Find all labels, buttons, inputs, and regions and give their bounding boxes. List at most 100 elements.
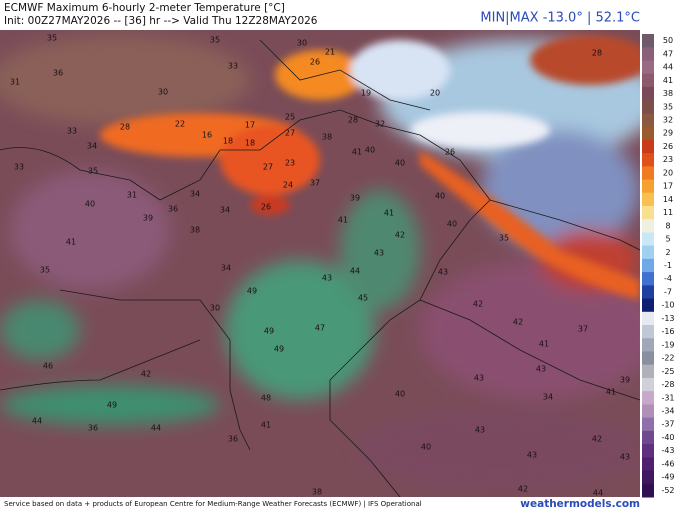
colorbar-label: -52 (661, 486, 674, 495)
colorbar-label: -31 (661, 393, 674, 402)
map-label: 40 (447, 220, 457, 229)
map-label: 38 (190, 226, 200, 235)
colorbar-swatch (642, 86, 654, 101)
colorbar-swatch (642, 232, 654, 247)
map-label: 27 (263, 163, 273, 172)
colorbar-label: -7 (664, 287, 672, 296)
map-label: 35 (88, 167, 98, 176)
colorbar-swatch (642, 483, 654, 498)
map-label: 43 (536, 365, 546, 374)
colorbar-label: 17 (663, 182, 673, 191)
map-label: 40 (85, 200, 95, 209)
map-label: 34 (221, 264, 231, 273)
map-label: 40 (395, 159, 405, 168)
map-label: 49 (274, 345, 284, 354)
map-label: 39 (143, 214, 153, 223)
map-label: 40 (421, 443, 431, 452)
map-label: 43 (475, 426, 485, 435)
colorbar-label: 44 (663, 63, 673, 72)
map-label: 41 (66, 238, 76, 247)
map-label: 35 (499, 234, 509, 243)
map-label: 16 (202, 131, 212, 140)
map-label: 27 (285, 129, 295, 138)
map-label: 41 (384, 209, 394, 218)
map-label: 25 (285, 113, 295, 122)
map-label: 26 (261, 203, 271, 212)
map-label: 43 (527, 451, 537, 460)
map-label: 44 (350, 267, 360, 276)
map-label: 42 (513, 318, 523, 327)
colorbar-swatch (642, 364, 654, 379)
colorbar-label: 20 (663, 168, 673, 177)
map-label: 35 (40, 266, 50, 275)
map-label: 36 (88, 424, 98, 433)
map-label: 36 (53, 69, 63, 78)
map-label: 22 (175, 120, 185, 129)
map-label: 37 (310, 179, 320, 188)
map-label: 33 (14, 163, 24, 172)
colorbar-label: 47 (663, 49, 673, 58)
colorbar-label: -49 (661, 473, 674, 482)
map-label: 42 (518, 485, 528, 494)
map-label: 42 (395, 231, 405, 240)
colorbar-label: 8 (665, 221, 670, 230)
colorbar-label: 5 (665, 235, 670, 244)
map-label: 46 (43, 362, 53, 371)
map-label: 19 (361, 89, 371, 98)
map-label: 39 (620, 376, 630, 385)
map-label: 49 (247, 287, 257, 296)
map-label: 41 (539, 340, 549, 349)
map-label: 31 (10, 78, 20, 87)
map-label: 33 (228, 62, 238, 71)
colorbar-label: -34 (661, 407, 674, 416)
colorbar-label: 41 (663, 76, 673, 85)
colorbar-swatch (642, 47, 654, 61)
map-label: 34 (543, 393, 553, 402)
map-label: 28 (120, 123, 130, 132)
colorbar-swatch (642, 272, 654, 286)
map-label: 34 (190, 190, 200, 199)
colorbar-label: 14 (663, 195, 673, 204)
map-label: 32 (375, 120, 385, 129)
subtitle: Init: 00Z27MAY2026 -- [36] hr --> Valid … (4, 15, 318, 27)
map: 35 35 30 21 28 31 33 36 30 26 20 19 28 22 33 16 17 25 27 28… (0, 30, 640, 497)
colorbar-swatch (642, 100, 654, 114)
colorbar-label: -16 (661, 327, 674, 336)
map-label: 43 (620, 453, 630, 462)
colorbar-swatch (642, 311, 654, 326)
colorbar-swatch (642, 73, 654, 88)
map-label: 43 (474, 374, 484, 383)
colorbar-label: -37 (661, 420, 674, 429)
colorbar-label: 32 (663, 115, 673, 124)
colorbar-swatch (642, 404, 654, 419)
site: weathermodels.com (520, 498, 640, 510)
map-label: 34 (87, 142, 97, 151)
credit: Service based on data + products of Euro… (4, 500, 422, 508)
colorbar-label: -28 (661, 380, 674, 389)
colorbar-swatch (642, 153, 654, 167)
colorbar-swatch (642, 192, 654, 207)
colorbar-swatch (642, 179, 654, 194)
map-label: 44 (151, 424, 161, 433)
map-label: 43 (374, 249, 384, 258)
map-label: 40 (435, 192, 445, 201)
map-label: 45 (358, 294, 368, 303)
map-label: 30 (210, 304, 220, 313)
colorbar-swatch (642, 377, 654, 392)
colorbar-label: 29 (663, 129, 673, 138)
map-label: 26 (310, 58, 320, 67)
map-label: 49 (107, 401, 117, 410)
colorbar-swatch (642, 219, 654, 233)
map-label: 36 (228, 435, 238, 444)
map-label: 37 (578, 325, 588, 334)
colorbar-label: -40 (661, 433, 674, 442)
colorbar-label: -13 (661, 314, 674, 323)
colorbar-swatch (642, 166, 654, 181)
map-label: 33 (67, 127, 77, 136)
map-label: 31 (127, 191, 137, 200)
colorbar-swatch (642, 298, 654, 313)
colorbar-label: 11 (663, 208, 673, 217)
colorbar-swatch (642, 245, 654, 260)
map-label: 38 (322, 133, 332, 142)
